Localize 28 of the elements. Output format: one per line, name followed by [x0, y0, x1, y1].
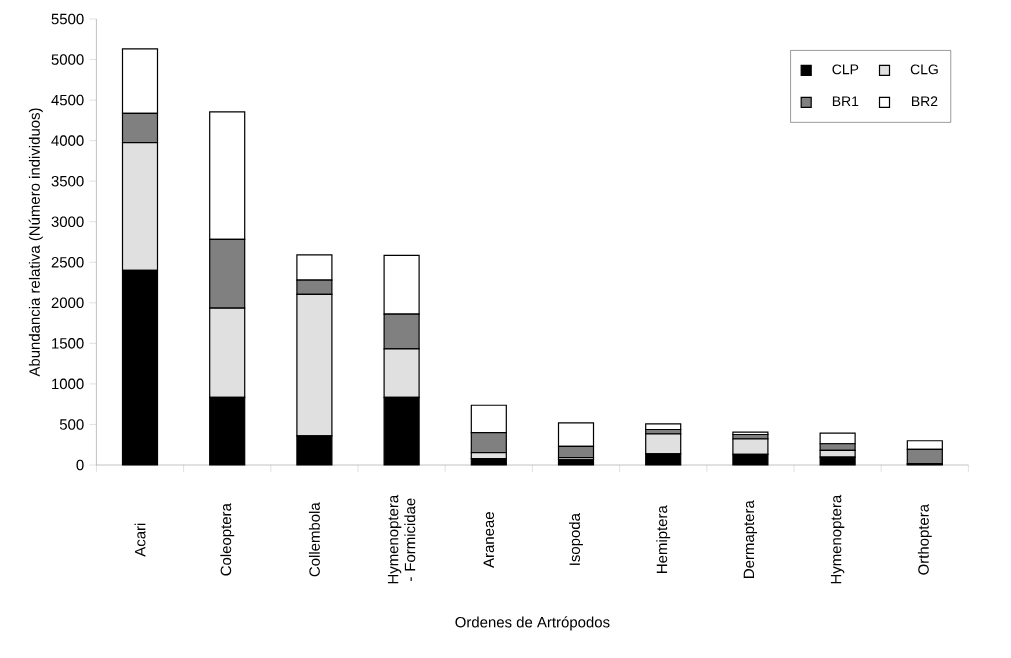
x-tick-label: Dermaptera: [743, 500, 758, 578]
legend-label: CLG: [910, 64, 938, 75]
y-tick-label: 0: [76, 459, 84, 471]
y-tick-label: 4500: [51, 94, 84, 106]
y-tick-label: 2000: [51, 297, 84, 309]
y-tick-label: 4000: [51, 135, 84, 146]
x-tick-label: Coleoptera: [220, 503, 235, 576]
x-axis-title: Ordenes de Artrópodos: [455, 616, 610, 631]
legend-label: BR2: [912, 96, 938, 107]
x-tick-label: Isopoda: [569, 513, 583, 565]
x-tick-label: Araneae: [483, 512, 495, 568]
x-tick-label: Hymenoptera - Formicidae: [387, 494, 416, 584]
x-tick-label: Hymenoptera: [830, 494, 845, 584]
y-tick-label: 500: [59, 419, 84, 430]
x-tick-label: Orthoptera: [917, 503, 932, 575]
x-tick-label: Hemiptera: [656, 505, 671, 573]
x-tick-label: Collembola: [308, 502, 320, 577]
y-tick-label: 1500: [52, 338, 84, 349]
x-tick-label: Acari: [134, 523, 146, 557]
y-tick-label: 1000: [52, 378, 84, 390]
y-axis-title: Abundancia relativa (Número individuos): [28, 108, 43, 377]
legend-label: CLP: [832, 64, 859, 75]
y-tick-label: 2500: [51, 256, 84, 268]
legend-label: BR1: [832, 96, 859, 107]
y-tick-label: 5000: [51, 54, 84, 65]
y-tick-label: 3000: [51, 216, 84, 228]
y-tick-label: 5500: [51, 13, 84, 25]
y-tick-label: 3500: [51, 175, 84, 187]
